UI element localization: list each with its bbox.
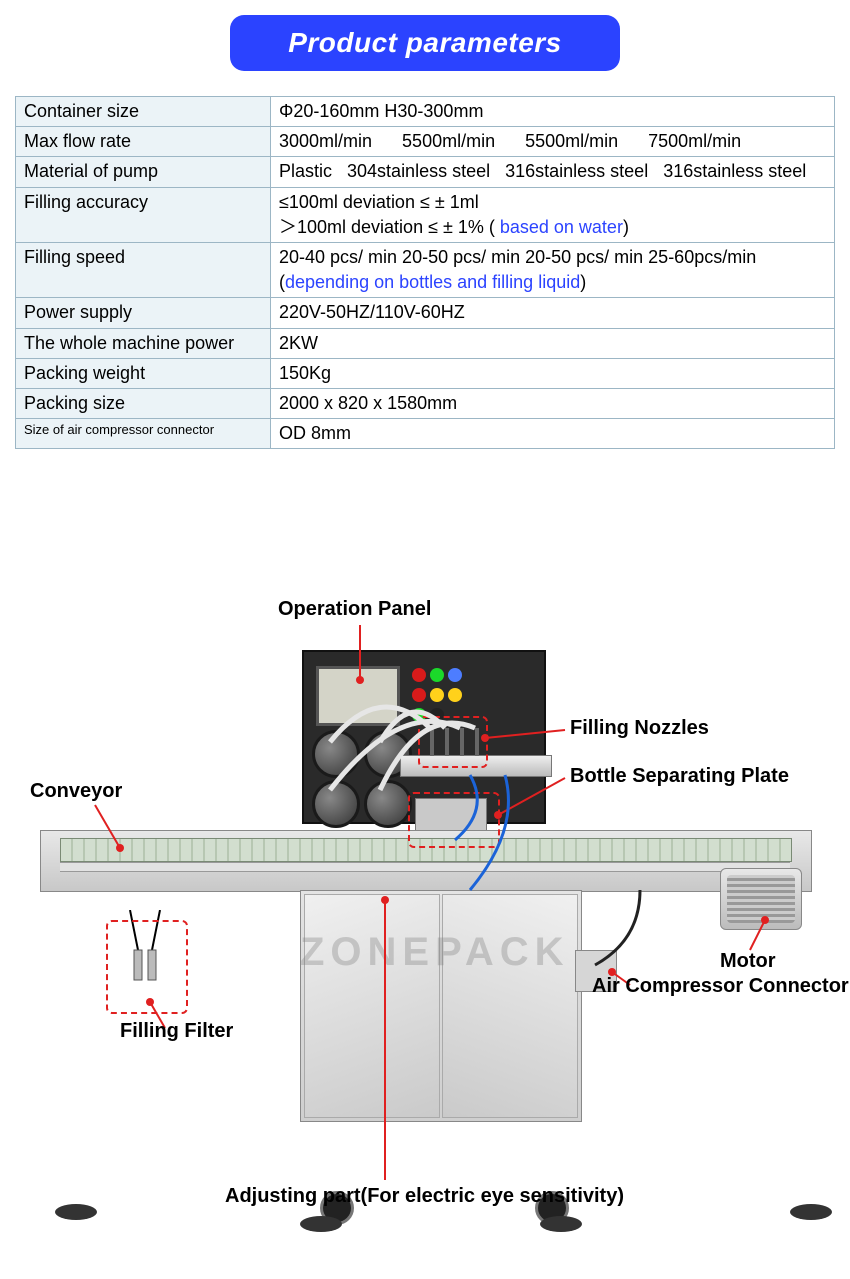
table-row: Packing size 2000 x 820 x 1580mm	[16, 388, 835, 418]
param-label: Max flow rate	[16, 127, 271, 157]
panel-button-icon	[430, 688, 444, 702]
label-operation-panel: Operation Panel	[278, 598, 431, 621]
highlight-box	[408, 792, 500, 848]
table-row: Power supply 220V-50HZ/110V-60HZ	[16, 298, 835, 328]
param-value: 3000ml/min 5500ml/min 5500ml/min 7500ml/…	[271, 127, 835, 157]
param-label: Size of air compressor connector	[16, 419, 271, 449]
motor-icon	[720, 868, 802, 930]
label-filling-filter: Filling Filter	[120, 1020, 233, 1043]
param-value: 220V-50HZ/110V-60HZ	[271, 298, 835, 328]
highlight-box	[418, 716, 488, 768]
panel-button-icon	[448, 688, 462, 702]
param-label: Container size	[16, 97, 271, 127]
panel-button-icon	[412, 668, 426, 682]
table-row: Filling speed 20-40 pcs/ min 20-50 pcs/ …	[16, 242, 835, 297]
table-row: Max flow rate 3000ml/min 5500ml/min 5500…	[16, 127, 835, 157]
label-conveyor: Conveyor	[30, 780, 122, 803]
param-value: ≤100ml deviation ≤ ± 1ml ＞100ml deviatio…	[271, 187, 835, 242]
page-root: Product parameters Container size Φ20-16…	[0, 15, 850, 1279]
param-label: Material of pump	[16, 157, 271, 187]
param-value: Plastic 304stainless steel 316stainless …	[271, 157, 835, 187]
header-pill: Product parameters	[230, 15, 620, 71]
table-row: Size of air compressor connector OD 8mm	[16, 419, 835, 449]
param-value: Φ20-160mm H30-300mm	[271, 97, 835, 127]
accent-text: depending on bottles and filling liquid	[285, 272, 580, 292]
param-value: 2000 x 820 x 1580mm	[271, 388, 835, 418]
param-label: Packing size	[16, 388, 271, 418]
machine-diagram: ZONEPACK	[0, 580, 850, 1270]
label-air-compressor: Air Compressor Connector	[592, 975, 849, 998]
watermark: ZONEPACK	[300, 930, 569, 975]
pump-icon	[312, 780, 360, 828]
param-value: 2KW	[271, 328, 835, 358]
cabinet-door	[442, 894, 578, 1118]
label-bottle-separating-plate: Bottle Separating Plate	[570, 765, 789, 788]
conveyor-rail	[60, 862, 790, 872]
param-value: 150Kg	[271, 358, 835, 388]
foot-icon	[790, 1204, 832, 1220]
label-filling-nozzles: Filling Nozzles	[570, 717, 709, 740]
label-motor: Motor	[720, 950, 776, 973]
param-label: Filling accuracy	[16, 187, 271, 242]
pump-icon	[364, 780, 412, 828]
text: )	[580, 272, 586, 292]
table-row: Packing weight 150Kg	[16, 358, 835, 388]
param-value: OD 8mm	[271, 419, 835, 449]
highlight-box	[106, 920, 188, 1014]
foot-icon	[55, 1204, 97, 1220]
text: 20-40 pcs/ min 20-50 pcs/ min 20-50 pcs/…	[279, 247, 756, 267]
header-title: Product parameters	[288, 27, 562, 59]
foot-icon	[540, 1216, 582, 1232]
cabinet-door	[304, 894, 440, 1118]
table-row: Material of pump Plastic 304stainless st…	[16, 157, 835, 187]
pump-icon	[312, 730, 360, 778]
text: ＞100ml deviation ≤ ± 1% (	[279, 217, 500, 237]
param-label: Filling speed	[16, 242, 271, 297]
label-adjusting-part: Adjusting part(For electric eye sensitiv…	[225, 1185, 624, 1208]
panel-button-icon	[448, 668, 462, 682]
table-row: Filling accuracy ≤100ml deviation ≤ ± 1m…	[16, 187, 835, 242]
param-label: The whole machine power	[16, 328, 271, 358]
text: )	[623, 217, 629, 237]
table-row: Container size Φ20-160mm H30-300mm	[16, 97, 835, 127]
accent-text: based on water	[500, 217, 623, 237]
param-value: 20-40 pcs/ min 20-50 pcs/ min 20-50 pcs/…	[271, 242, 835, 297]
panel-screen	[316, 666, 400, 726]
table-row: The whole machine power 2KW	[16, 328, 835, 358]
panel-button-icon	[412, 688, 426, 702]
foot-icon	[300, 1216, 342, 1232]
param-label: Packing weight	[16, 358, 271, 388]
parameters-table: Container size Φ20-160mm H30-300mm Max f…	[15, 96, 835, 449]
text: ≤100ml deviation ≤ ± 1ml	[279, 192, 479, 212]
param-label: Power supply	[16, 298, 271, 328]
panel-button-icon	[430, 668, 444, 682]
